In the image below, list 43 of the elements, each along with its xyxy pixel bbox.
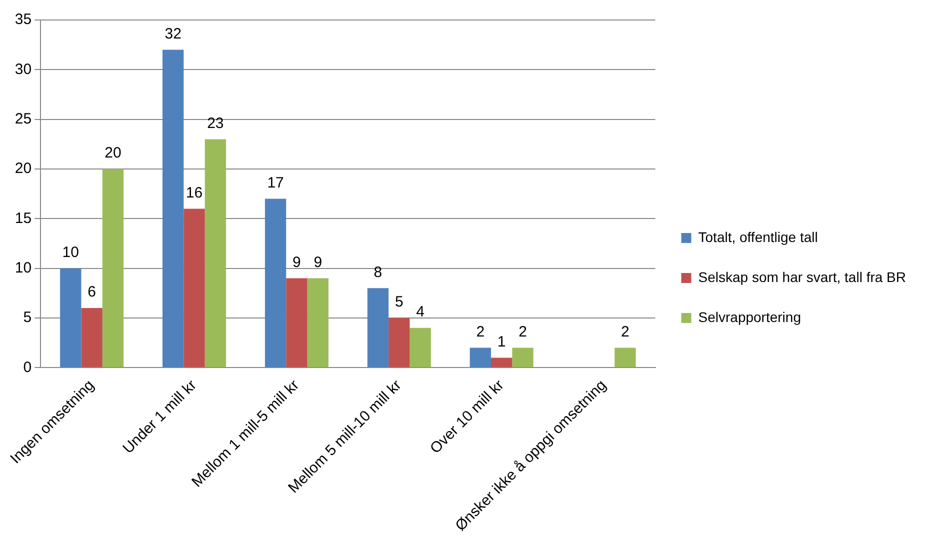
- data-label: 23: [207, 114, 224, 132]
- bar: [264, 198, 286, 368]
- bar: [388, 318, 410, 368]
- bar: [162, 50, 184, 368]
- data-label: 20: [104, 144, 122, 162]
- legend-label: Totalt, offentlige tall: [698, 228, 818, 245]
- data-label: 2: [518, 323, 527, 340]
- bar: [184, 208, 205, 368]
- bar: [491, 358, 512, 368]
- bar: [614, 348, 636, 368]
- data-label: 8: [374, 264, 382, 281]
- data-label: 5: [394, 294, 404, 311]
- bar: [307, 278, 328, 368]
- bar: [512, 348, 534, 368]
- bar: [470, 348, 492, 368]
- data-label: 2: [621, 323, 630, 340]
- bar: [286, 278, 308, 368]
- legend-label: Selvrapportering: [698, 308, 801, 325]
- y-tick-label: 20: [14, 160, 32, 178]
- data-label: 16: [186, 184, 203, 202]
- y-tick-label: 15: [14, 210, 32, 227]
- data-label: 32: [164, 25, 182, 42]
- bar: [204, 139, 226, 368]
- bar: [81, 308, 102, 368]
- data-label: 6: [88, 284, 96, 301]
- y-tick-label: 5: [23, 309, 32, 326]
- y-tick-label: 0: [23, 358, 32, 376]
- data-label: 9: [314, 254, 322, 271]
- data-label: 10: [62, 244, 79, 261]
- legend-label: Selskap som har svart, tall fra BR: [698, 268, 906, 285]
- data-label: 4: [416, 304, 424, 321]
- bar: [60, 268, 82, 368]
- data-label: 1: [497, 333, 506, 350]
- bar: [410, 328, 431, 368]
- bar: [367, 288, 389, 368]
- y-tick-label: 35: [14, 11, 32, 28]
- y-tick-label: 25: [14, 110, 32, 128]
- y-tick-label: 30: [14, 60, 32, 78]
- y-tick-label: 10: [14, 259, 32, 276]
- bar: [102, 168, 124, 368]
- data-label: 2: [476, 323, 485, 340]
- data-label: 9: [292, 254, 301, 271]
- data-label: 17: [267, 174, 284, 192]
